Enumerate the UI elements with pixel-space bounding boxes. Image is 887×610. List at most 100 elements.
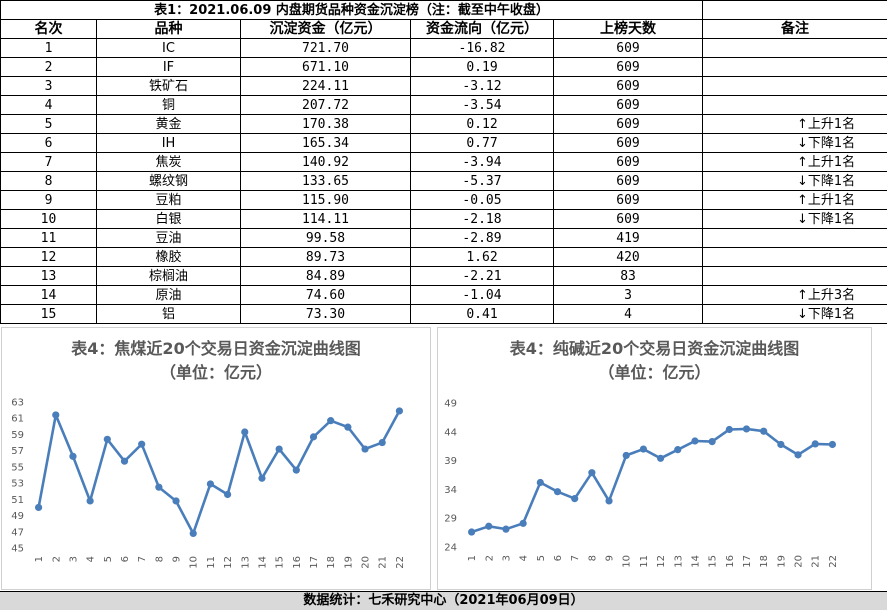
cell-note: ↑上升3名 [703,286,887,305]
cell-note [703,229,887,248]
x-tick-label: 1 [467,555,478,561]
cell-rank: 2 [1,58,97,77]
x-tick-label: 16 [725,555,736,568]
cell-note: ↑上升1名 [703,191,887,210]
data-point [554,488,561,495]
cell-flow: -2.89 [411,229,554,248]
cell-name: 焦炭 [97,153,241,172]
x-tick-label: 6 [553,555,564,561]
data-point [812,440,819,447]
data-point [138,441,145,448]
cell-rank: 15 [1,305,97,324]
cell-name: 豆粕 [97,191,241,210]
cell-note: ↓下降1名 [703,134,887,153]
cell-note [703,77,887,96]
data-source-footer: 数据统计：七禾研究中心（2021年06月09日） [0,591,887,610]
cell-flow: -3.54 [411,96,554,115]
x-tick-label: 13 [240,556,251,569]
cell-name: 棕榈油 [97,267,241,286]
data-point [537,479,544,486]
cell-deposit: 170.38 [241,115,411,134]
cell-name: IH [97,134,241,153]
x-tick-label: 15 [708,555,719,568]
x-tick-label: 17 [742,555,753,568]
cell-note: ↓下降1名 [703,210,887,229]
y-tick-label: 44 [444,427,457,438]
x-tick-label: 22 [395,556,406,569]
data-point [657,455,664,462]
x-tick-label: 5 [536,555,547,561]
data-point [327,417,334,424]
x-tick-label: 2 [484,555,495,561]
data-point [207,480,214,487]
data-point [310,433,317,440]
data-point [190,530,197,537]
cell-days: 609 [554,210,703,229]
header-days: 上榜天数 [554,20,703,39]
cell-name: 铝 [97,305,241,324]
x-tick-label: 2 [51,556,62,562]
x-tick-label: 11 [639,555,650,568]
data-point [224,491,231,498]
cell-flow: -0.05 [411,191,554,210]
cell-rank: 9 [1,191,97,210]
x-tick-label: 20 [794,555,805,568]
cell-deposit: 224.11 [241,77,411,96]
y-tick-label: 49 [11,511,24,522]
y-tick-label: 45 [11,544,24,555]
cell-deposit: 84.89 [241,267,411,286]
cell-deposit: 721.70 [241,39,411,58]
cell-flow: -1.04 [411,286,554,305]
x-tick-label: 21 [378,556,389,569]
cell-name: 白银 [97,210,241,229]
data-point [52,411,59,418]
y-tick-label: 57 [11,446,24,457]
cell-flow: 0.77 [411,134,554,153]
y-tick-label: 24 [444,543,457,554]
x-tick-label: 8 [587,555,598,561]
cell-rank: 10 [1,210,97,229]
cell-rank: 8 [1,172,97,191]
y-tick-label: 34 [444,485,457,496]
data-point [35,504,42,511]
cell-deposit: 89.73 [241,248,411,267]
cell-days: 609 [554,96,703,115]
y-tick-label: 39 [444,456,457,467]
cell-flow: -3.12 [411,77,554,96]
cell-name: 螺纹钢 [97,172,241,191]
x-tick-label: 14 [690,555,701,568]
data-point [588,469,595,476]
cell-name: 黄金 [97,115,241,134]
x-tick-label: 10 [622,555,633,568]
x-tick-label: 9 [605,555,616,561]
cell-days: 420 [554,248,703,267]
cell-note: ↑上升1名 [703,153,887,172]
data-point [640,445,647,452]
header-flow: 资金流向（亿元） [411,20,554,39]
data-point [87,497,94,504]
cell-days: 609 [554,115,703,134]
cell-rank: 5 [1,115,97,134]
data-point [241,428,248,435]
x-tick-label: 9 [172,556,183,562]
cell-name: 铜 [97,96,241,115]
y-tick-label: 47 [11,527,24,538]
cell-name: 橡胶 [97,248,241,267]
x-tick-label: 7 [570,555,581,561]
cell-rank: 3 [1,77,97,96]
data-point [104,436,111,443]
cell-note: ↓下降1名 [703,172,887,191]
cell-flow: -3.94 [411,153,554,172]
x-tick-label: 15 [275,556,286,569]
cell-flow: 0.41 [411,305,554,324]
cell-rank: 13 [1,267,97,286]
